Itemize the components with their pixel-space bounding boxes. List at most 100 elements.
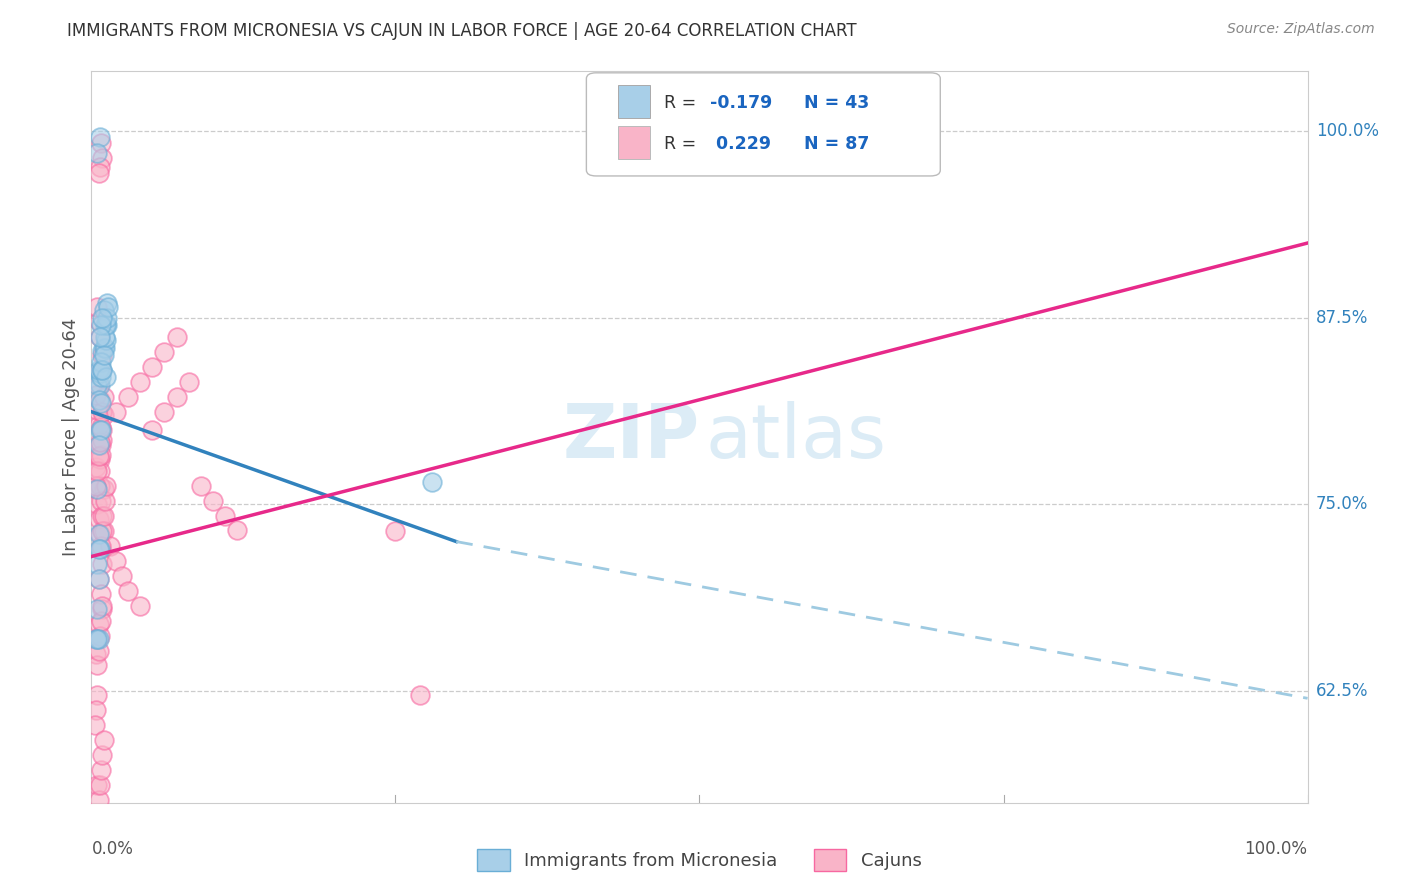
Point (89, 452, 111, 467)
Y-axis label: In Labor Force | Age 20-64: In Labor Force | Age 20-64 (62, 318, 80, 557)
Point (93, 390, 115, 404)
Point (89, 479, 111, 493)
Point (153, 405, 176, 419)
FancyBboxPatch shape (619, 126, 650, 159)
Point (129, 375, 152, 389)
Point (86, 403, 108, 417)
Point (87, 616, 110, 631)
Point (89, 629, 111, 643)
Text: 62.5%: 62.5% (1316, 681, 1368, 700)
Text: R =: R = (664, 94, 702, 112)
Point (87, 643, 110, 657)
Point (90, 448, 112, 462)
Text: N = 87: N = 87 (804, 135, 869, 153)
Point (86, 146, 108, 161)
FancyBboxPatch shape (586, 73, 941, 176)
Point (86, 557, 108, 571)
Point (90, 370, 112, 384)
Point (97, 300, 120, 314)
Point (86, 497, 108, 511)
Legend: Immigrants from Micronesia, Cajuns: Immigrants from Micronesia, Cajuns (470, 841, 929, 878)
Point (86, 377, 108, 392)
Point (91, 433, 114, 447)
Point (90, 419, 112, 434)
Point (87, 632, 110, 646)
Point (84, 647, 107, 661)
Point (90, 423, 112, 437)
Point (96, 318, 118, 332)
Point (86, 658, 108, 673)
Point (91, 599, 114, 613)
Point (87, 527, 110, 541)
Point (89, 527, 111, 541)
Point (94, 494, 117, 508)
Point (89, 392, 111, 407)
Point (190, 479, 212, 493)
Point (89, 366, 111, 380)
Point (214, 509, 236, 524)
Point (226, 523, 249, 537)
Point (129, 599, 152, 613)
Point (90, 363, 112, 377)
Text: -0.179: -0.179 (710, 94, 773, 112)
Text: Source: ZipAtlas.com: Source: ZipAtlas.com (1227, 22, 1375, 37)
Point (87, 313, 110, 327)
Point (91, 343, 114, 358)
Point (104, 405, 127, 419)
Point (89, 160, 111, 174)
Point (93, 524, 115, 538)
Point (90, 587, 112, 601)
Point (87, 542, 110, 557)
Point (420, 475, 443, 489)
Point (89, 377, 111, 392)
Point (89, 130, 111, 145)
Point (87, 437, 110, 451)
Point (117, 390, 139, 404)
Point (87, 166, 110, 180)
Point (94, 330, 117, 344)
Point (84, 703, 107, 717)
Point (94, 370, 117, 384)
Point (91, 310, 114, 325)
Point (90, 355, 112, 369)
Point (93, 483, 115, 497)
Point (87, 572, 110, 586)
Text: atlas: atlas (706, 401, 887, 474)
Point (91, 601, 114, 615)
Point (94, 479, 117, 493)
Point (87, 572, 110, 586)
Point (93, 348, 115, 362)
Point (93, 733, 115, 747)
Text: IMMIGRANTS FROM MICRONESIA VS CAJUN IN LABOR FORCE | AGE 20-64 CORRELATION CHART: IMMIGRANTS FROM MICRONESIA VS CAJUN IN L… (67, 22, 858, 40)
Point (87, 363, 110, 377)
Point (90, 136, 112, 150)
Point (94, 318, 117, 332)
Point (93, 303, 115, 318)
Point (89, 330, 111, 344)
Point (87, 512, 110, 526)
Point (93, 341, 115, 355)
Text: 87.5%: 87.5% (1316, 309, 1368, 326)
Text: R =: R = (664, 135, 702, 153)
Point (90, 542, 112, 557)
Point (87, 377, 110, 392)
Point (89, 778, 111, 792)
Point (89, 434, 111, 449)
Point (90, 437, 112, 451)
Point (91, 557, 114, 571)
Point (90, 539, 112, 553)
Point (86, 601, 108, 615)
Point (93, 408, 115, 422)
Point (84, 718, 107, 732)
Point (86, 689, 108, 703)
Point (202, 494, 225, 508)
Text: 100.0%: 100.0% (1316, 122, 1379, 140)
Text: ZIP: ZIP (562, 401, 699, 474)
Point (90, 494, 112, 508)
Point (84, 459, 107, 474)
Point (90, 318, 112, 332)
Text: 0.0%: 0.0% (91, 840, 134, 858)
Text: 75.0%: 75.0% (1316, 495, 1368, 513)
Point (141, 359, 163, 374)
Point (86, 632, 108, 646)
